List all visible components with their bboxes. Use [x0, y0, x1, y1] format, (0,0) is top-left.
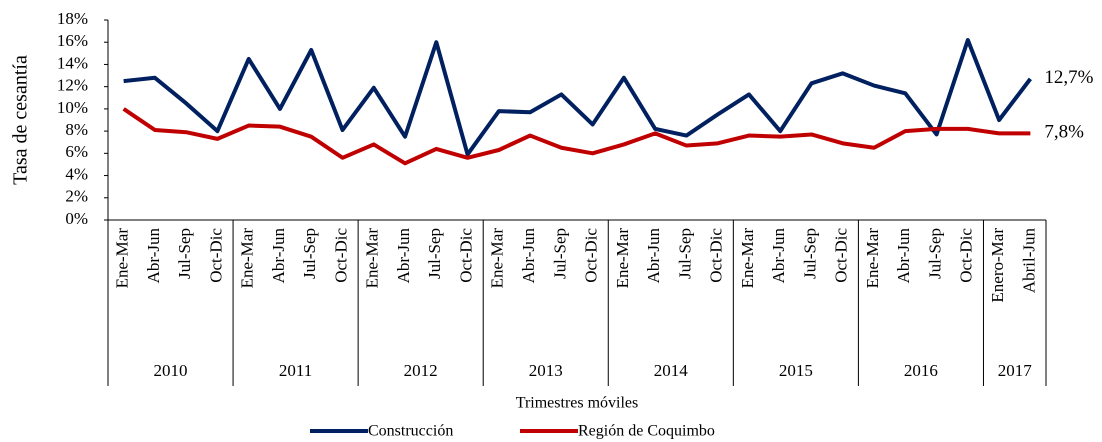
- x-tick-label: Ene-Mar: [363, 228, 382, 289]
- legend-label: Región de Coquimbo: [578, 423, 715, 440]
- x-tick-label: Jul-Sep: [300, 228, 319, 279]
- x-tick-label: Ene-Mar: [488, 228, 507, 289]
- x-tick-label: Oct-Dic: [707, 228, 726, 283]
- x-tick-label: Abril-Jun: [1019, 228, 1038, 294]
- x-tick-label: Jul-Sep: [800, 228, 819, 279]
- x-tick-label: Abr-Jun: [519, 228, 538, 284]
- group-label: 2014: [654, 361, 689, 380]
- x-tick-label: Jul-Sep: [925, 228, 944, 279]
- x-tick-label: Oct-Dic: [832, 228, 851, 283]
- x-axis-title: Trimestres móviles: [516, 395, 639, 412]
- x-tick-label: Ene-Mar: [238, 228, 257, 289]
- y-tick-label: 6%: [65, 142, 88, 161]
- y-tick-label: 0%: [65, 209, 88, 228]
- group-label: 2013: [529, 361, 563, 380]
- legend-label: Construcción: [368, 423, 453, 440]
- y-tick-label: 2%: [65, 187, 88, 206]
- series-line: [122, 107, 1031, 166]
- x-tick-label: Jul-Sep: [425, 228, 444, 279]
- group-label: 2015: [779, 361, 813, 380]
- group-label: 2016: [904, 361, 938, 380]
- x-tick-label: Abr-Jun: [644, 228, 663, 284]
- group-label: 2010: [154, 361, 188, 380]
- y-axis-title: Tasa de cesantía: [10, 55, 32, 185]
- series-line: [123, 38, 1032, 157]
- group-label: 2012: [404, 361, 438, 380]
- y-tick-label: 16%: [57, 31, 88, 50]
- x-tick-label: Ene-Mar: [863, 228, 882, 289]
- y-tick-label: 10%: [57, 98, 88, 117]
- group-label: 2017: [998, 361, 1033, 380]
- x-tick-label: Jul-Sep: [175, 228, 194, 279]
- y-tick-label: 18%: [57, 9, 88, 28]
- annotation: 7,8%: [1044, 122, 1084, 143]
- x-tick-label: Abr-Jun: [394, 228, 413, 284]
- x-tick-label: Oct-Dic: [456, 228, 475, 283]
- x-tick-label: Oct-Dic: [331, 228, 350, 283]
- x-tick-label: Oct-Dic: [206, 228, 225, 283]
- x-tick-label: Jul-Sep: [550, 228, 569, 279]
- y-tick-label: 8%: [65, 120, 88, 139]
- x-tick-label: Oct-Dic: [582, 228, 601, 283]
- x-tick-label: Abr-Jun: [144, 228, 163, 284]
- y-tick-label: 4%: [65, 164, 88, 183]
- y-tick-label: 14%: [57, 53, 88, 72]
- x-tick-label: Jul-Sep: [675, 228, 694, 279]
- x-tick-label: Ene-Mar: [613, 228, 632, 289]
- group-label: 2011: [279, 361, 312, 380]
- x-tick-label: Abr-Jun: [894, 228, 913, 284]
- x-tick-label: Abr-Jun: [269, 228, 288, 284]
- x-tick-label: Enero-Mar: [988, 228, 1007, 303]
- x-tick-label: Ene-Mar: [738, 228, 757, 289]
- x-tick-label: Oct-Dic: [957, 228, 976, 283]
- annotation: 12,7%: [1044, 67, 1093, 88]
- x-tick-label: Ene-Mar: [113, 228, 132, 289]
- y-tick-label: 12%: [57, 76, 88, 95]
- x-tick-label: Abr-Jun: [769, 228, 788, 284]
